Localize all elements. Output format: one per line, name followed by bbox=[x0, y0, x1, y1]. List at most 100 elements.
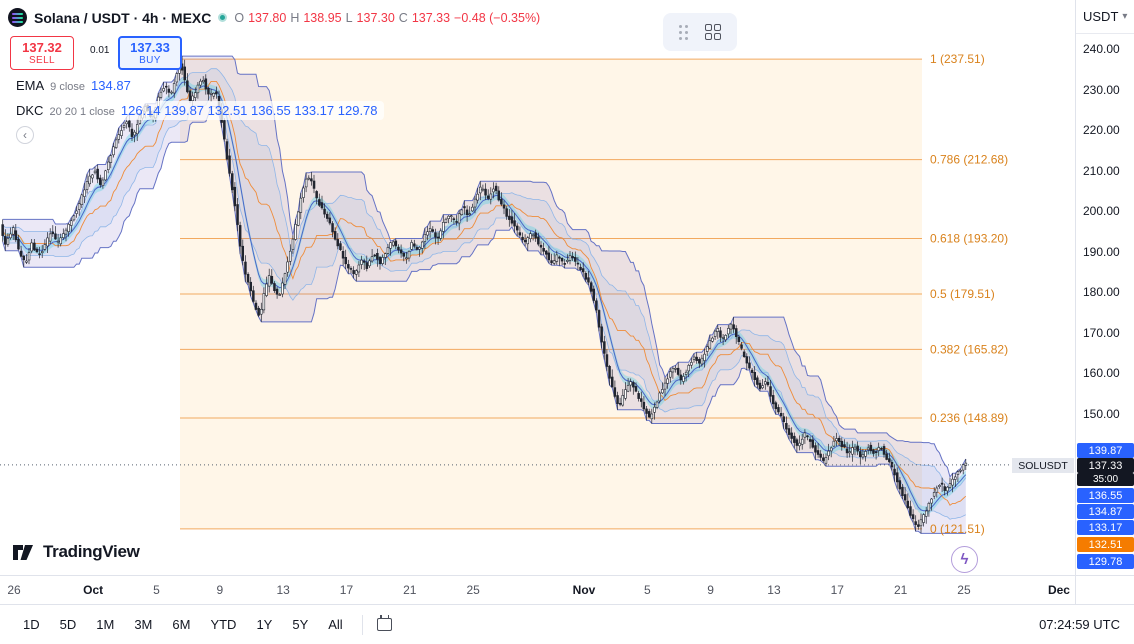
ohlc-low-label: L bbox=[345, 10, 353, 25]
utc-clock[interactable]: 07:24:59 UTC bbox=[1039, 617, 1120, 632]
price-tick: 180.00 bbox=[1083, 285, 1120, 299]
ohlc-open-value: 137.80 bbox=[248, 10, 287, 25]
toolbar-divider bbox=[361, 614, 363, 635]
axis-divider bbox=[1076, 33, 1134, 34]
price-tick: 190.00 bbox=[1083, 244, 1120, 259]
price-tag: 133.17 bbox=[1077, 520, 1134, 535]
time-label: Nov bbox=[572, 583, 596, 597]
time-label: 9 bbox=[216, 583, 224, 597]
time-label: 9 bbox=[707, 583, 714, 597]
layout-grid-icon[interactable] bbox=[704, 24, 721, 40]
dkc-values: 126.14 139.87 132.51 136.55 133.17 129.7… bbox=[120, 103, 378, 118]
go-to-date-button[interactable] bbox=[373, 614, 397, 636]
market-status-icon bbox=[218, 13, 228, 22]
chevron-down-icon: ▾ bbox=[1122, 11, 1128, 22]
range-1Y[interactable]: 1Y bbox=[247, 612, 281, 637]
buy-label: BUY bbox=[139, 55, 161, 66]
legend-dkc-row[interactable]: DKC 20 20 1 close 126.14 139.87 132.51 1… bbox=[10, 101, 384, 120]
price-tag: 35:00 bbox=[1077, 473, 1134, 486]
ema-value: 134.87 bbox=[91, 78, 131, 93]
range-3M[interactable]: 3M bbox=[125, 612, 161, 637]
spread-value: 0.01 bbox=[86, 44, 114, 57]
price-tick: 200.00 bbox=[1083, 204, 1120, 218]
sell-label: SELL bbox=[28, 55, 56, 66]
range-5D[interactable]: 5D bbox=[51, 612, 86, 637]
chart-canvas[interactable]: 1 (237.51) 0.786 (212.68) 0.618 (193.20) 0.… bbox=[0, 0, 1075, 575]
price-tag: 139.87 bbox=[1077, 443, 1134, 458]
price-chart-svg[interactable]: 1 (237.51) 0.786 (212.68) 0.618 (193.20) 0.… bbox=[0, 0, 1075, 575]
chevron-left-icon: ‹ bbox=[23, 127, 27, 142]
candles-layer bbox=[1, 56, 968, 534]
range-YTD[interactable]: YTD bbox=[201, 612, 245, 637]
price-tick: 150.00 bbox=[1083, 406, 1120, 421]
price-tick: 220.00 bbox=[1083, 123, 1120, 137]
ohlc-open-label: O bbox=[234, 10, 245, 25]
price-tag: 129.78 bbox=[1077, 554, 1134, 569]
currency-selector-button[interactable]: USDT ▾ bbox=[1083, 9, 1127, 24]
price-tag: 134.87 bbox=[1077, 504, 1134, 519]
time-label: 13 bbox=[767, 583, 781, 597]
date-range-buttons: 1D 5D 1M 3M 6M YTD 1Y 5Y All bbox=[14, 612, 352, 637]
time-label: 25 bbox=[466, 583, 480, 597]
range-All[interactable]: All bbox=[319, 612, 351, 637]
fib-label: 1 (237.51) bbox=[930, 52, 985, 66]
fib-label: 0.618 (193.20) bbox=[930, 232, 1008, 246]
tradingview-wordmark: TradingView bbox=[43, 542, 140, 561]
range-1M[interactable]: 1M bbox=[87, 612, 123, 637]
calendar-icon bbox=[377, 615, 393, 631]
price-axis[interactable]: USDT ▾ 240.00 230.00 220.00 210.00 200.00 190… bbox=[1075, 0, 1134, 575]
fib-label: 0 (121.51) bbox=[930, 522, 985, 536]
drag-handle-icon[interactable] bbox=[679, 24, 689, 40]
bottom-toolbar: 1D 5D 1M 3M 6M YTD 1Y 5Y All 07:24:59 UTC bbox=[0, 604, 1134, 644]
legend-ema-row[interactable]: EMA 9 close 134.87 bbox=[10, 76, 137, 95]
price-tick: 210.00 bbox=[1083, 163, 1120, 178]
range-5Y[interactable]: 5Y bbox=[283, 612, 317, 637]
chart-header: Solana / USDT · 4h · MEXC O 137.80 H 138… bbox=[8, 8, 540, 27]
price-tick: 230.00 bbox=[1083, 82, 1120, 97]
ema-params: 9 close bbox=[50, 81, 86, 93]
lightning-icon: ϟ bbox=[960, 551, 969, 568]
ohlc-readout: O 137.80 H 138.95 L 137.30 C 137.33 −0.4… bbox=[234, 11, 540, 25]
time-label: Dec bbox=[1047, 583, 1070, 597]
ohlc-close-label: C bbox=[398, 10, 408, 25]
ohlc-change-value: −0.48 (−0.35%) bbox=[454, 10, 541, 25]
range-1D[interactable]: 1D bbox=[14, 612, 49, 637]
dkc-name: DKC bbox=[16, 103, 44, 118]
symbol-title[interactable]: Solana / USDT · 4h · MEXC bbox=[34, 9, 212, 26]
dkc-lower-line bbox=[2, 106, 966, 534]
time-label: 17 bbox=[339, 583, 354, 597]
time-label: 25 bbox=[957, 583, 971, 597]
axis-corner bbox=[1075, 575, 1134, 604]
ohlc-high-label: H bbox=[290, 10, 300, 25]
time-label: 21 bbox=[893, 583, 908, 597]
fib-label: 0.236 (148.89) bbox=[930, 411, 1008, 425]
sell-button[interactable]: 137.32 SELL bbox=[10, 36, 74, 70]
price-tick: 170.00 bbox=[1083, 325, 1120, 340]
dkc-mid-lower-line bbox=[2, 93, 966, 520]
dkc-upper-line bbox=[2, 55, 967, 479]
ohlc-high-value: 138.95 bbox=[303, 10, 342, 25]
ohlc-low-value: 137.30 bbox=[356, 10, 395, 25]
time-label: 26 bbox=[7, 583, 21, 597]
dkc-outer-band bbox=[2, 56, 966, 534]
buy-button[interactable]: 137.33 BUY bbox=[118, 36, 182, 70]
collapse-panel-button[interactable]: ‹ bbox=[16, 126, 34, 144]
fib-label: 0.5 (179.51) bbox=[930, 287, 995, 301]
price-tag: 136.55 bbox=[1077, 488, 1134, 503]
price-tag: 132.51 bbox=[1077, 537, 1134, 552]
tradingview-logo[interactable]: TradingView bbox=[12, 542, 140, 562]
dkc-mid-band bbox=[2, 68, 966, 520]
fib-label: 0.786 (212.68) bbox=[930, 153, 1008, 167]
currency-label: USDT bbox=[1083, 9, 1119, 24]
time-axis[interactable]: 26 Oct 5 9 13 17 21 25 Nov 5 9 13 17 21 25 Dec bbox=[0, 575, 1075, 604]
range-6M[interactable]: 6M bbox=[163, 612, 199, 637]
time-label: 17 bbox=[830, 583, 844, 597]
price-tick: 240.00 bbox=[1083, 42, 1120, 56]
trade-panel: 137.32 SELL 0.01 137.33 BUY bbox=[10, 36, 182, 70]
time-label: 5 bbox=[643, 583, 651, 597]
quick-trade-button[interactable]: ϟ bbox=[951, 546, 978, 573]
symbol-price-tag: SOLUSDT bbox=[1012, 458, 1074, 473]
tradingview-mark-icon bbox=[13, 544, 33, 560]
price-tag: 137.33 bbox=[1077, 458, 1134, 473]
